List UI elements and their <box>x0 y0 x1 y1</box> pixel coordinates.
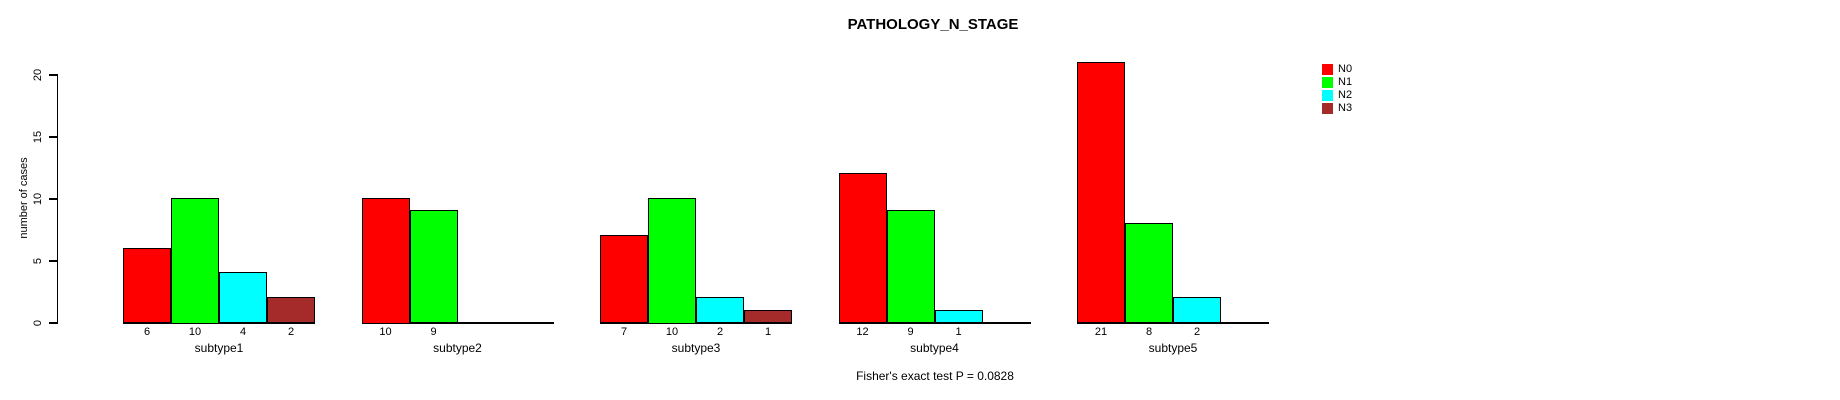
bar-n3 <box>744 309 792 324</box>
bar-value-label: 9 <box>907 326 914 338</box>
bar-value-label: 2 <box>1193 326 1201 338</box>
legend-swatch-n0 <box>1322 64 1333 75</box>
y-axis <box>56 74 58 324</box>
legend-swatch-n1 <box>1322 77 1333 88</box>
legend-item: N3 <box>1322 102 1352 115</box>
bar-value-label: 2 <box>287 326 295 338</box>
bar-value-label: 6 <box>143 326 151 338</box>
y-tick <box>48 74 57 76</box>
bar-n1 <box>648 198 696 324</box>
y-tick-label: 5 <box>32 257 44 265</box>
category-label: subtype4 <box>910 341 959 355</box>
category-label: subtype5 <box>1148 341 1198 355</box>
bar-n3 <box>267 297 315 324</box>
y-tick <box>48 136 57 138</box>
chart-title: PATHOLOGY_N_STAGE <box>847 16 1019 33</box>
bar-n2 <box>1173 297 1221 324</box>
category-label: subtype3 <box>671 341 721 355</box>
bar-value-label: 10 <box>665 326 679 338</box>
bar-n1 <box>171 198 219 324</box>
group-baseline <box>361 322 554 324</box>
bar-value-label: 9 <box>430 326 437 338</box>
bar-value-label: 4 <box>239 326 247 338</box>
y-tick-label: 10 <box>32 192 44 206</box>
bar-value-label: 21 <box>1094 326 1108 338</box>
category-label: subtype1 <box>194 341 244 355</box>
legend-label: N1 <box>1338 76 1353 88</box>
bar-value-label: 7 <box>620 326 628 338</box>
bar-n0 <box>600 235 648 324</box>
bar-n1 <box>1125 222 1173 324</box>
legend-item: N1 <box>1322 76 1352 89</box>
legend-item: N2 <box>1322 89 1352 102</box>
bar-n1 <box>886 210 935 324</box>
y-tick-label: 20 <box>32 68 44 82</box>
y-tick <box>48 322 57 324</box>
legend-item: N0 <box>1322 63 1352 76</box>
legend-label: N3 <box>1338 102 1353 114</box>
bar-n0 <box>1077 61 1125 324</box>
bar-value-label: 2 <box>716 326 724 338</box>
legend-swatch-n2 <box>1322 90 1333 101</box>
bar-n2 <box>219 272 267 324</box>
bar-n0 <box>361 198 410 324</box>
bar-n2 <box>934 309 983 324</box>
bar-value-label: 10 <box>379 326 392 338</box>
legend: N0 N1 N2 N3 <box>1322 63 1352 115</box>
bar-value-label: 12 <box>856 326 869 338</box>
y-tick-label: 15 <box>32 130 44 144</box>
category-label: subtype2 <box>433 341 482 355</box>
bar-value-label: 10 <box>188 326 202 338</box>
bar-value-label: 8 <box>1145 326 1153 338</box>
bar-n2 <box>696 297 744 324</box>
legend-label: N0 <box>1338 63 1353 75</box>
bar-n0 <box>123 247 171 324</box>
bar-value-label: 1 <box>764 326 772 338</box>
bar-value-label: 1 <box>955 326 962 338</box>
y-axis-label: number of cases <box>18 157 30 239</box>
y-tick <box>48 198 57 200</box>
y-tick-label: 0 <box>32 319 44 327</box>
bar-n1 <box>409 210 458 324</box>
stat-annotation: Fisher's exact test P = 0.0828 <box>856 369 1014 383</box>
legend-swatch-n3 <box>1322 103 1333 114</box>
y-tick <box>48 260 57 262</box>
bar-n0 <box>838 173 887 324</box>
legend-label: N2 <box>1338 89 1353 101</box>
